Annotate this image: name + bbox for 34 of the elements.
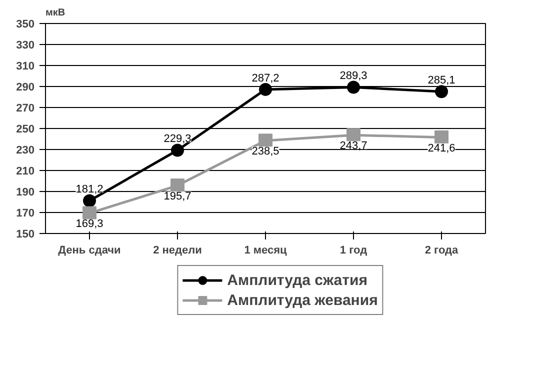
y-tick-label: 270 <box>16 102 35 114</box>
data-label: 238,5 <box>252 146 280 158</box>
legend-label: Амплитуда сжатия <box>227 272 368 288</box>
data-label: 241,6 <box>428 142 456 154</box>
y-tick-label: 150 <box>16 228 35 240</box>
y-axis-title: мкВ <box>46 8 66 18</box>
y-tick-label: 210 <box>16 166 35 178</box>
data-label: 287,2 <box>252 72 280 84</box>
data-label: 195,7 <box>164 190 192 203</box>
point <box>171 144 184 157</box>
y-tick-label: 190 <box>16 186 35 198</box>
x-tick-label: День сдачи <box>58 244 121 256</box>
y-tick-label: 250 <box>16 124 35 136</box>
x-tick-label: 1 месяц <box>244 244 288 256</box>
data-label: 289,3 <box>340 70 368 82</box>
point <box>435 85 448 98</box>
x-tick-label: 1 год <box>340 244 368 256</box>
point <box>83 194 96 208</box>
y-tick-label: 290 <box>16 82 35 94</box>
point <box>347 80 360 94</box>
x-tick-label: 2 недели <box>153 244 202 256</box>
data-label: 169,3 <box>76 218 104 230</box>
data-label: 229,3 <box>164 133 192 146</box>
y-tick-label: 170 <box>16 208 35 220</box>
point <box>434 130 448 144</box>
legend-label: Амплитуда жевания <box>227 292 378 308</box>
y-tick-label: 310 <box>16 60 35 72</box>
point <box>259 82 272 96</box>
y-tick-label: 330 <box>16 40 35 52</box>
x-tick-label: 2 года <box>424 244 460 256</box>
data-label: 181,2 <box>76 184 104 196</box>
y-tick-label: 350 <box>16 18 35 30</box>
data-label: 285,1 <box>428 74 456 87</box>
y-tick-label: 230 <box>16 144 35 156</box>
